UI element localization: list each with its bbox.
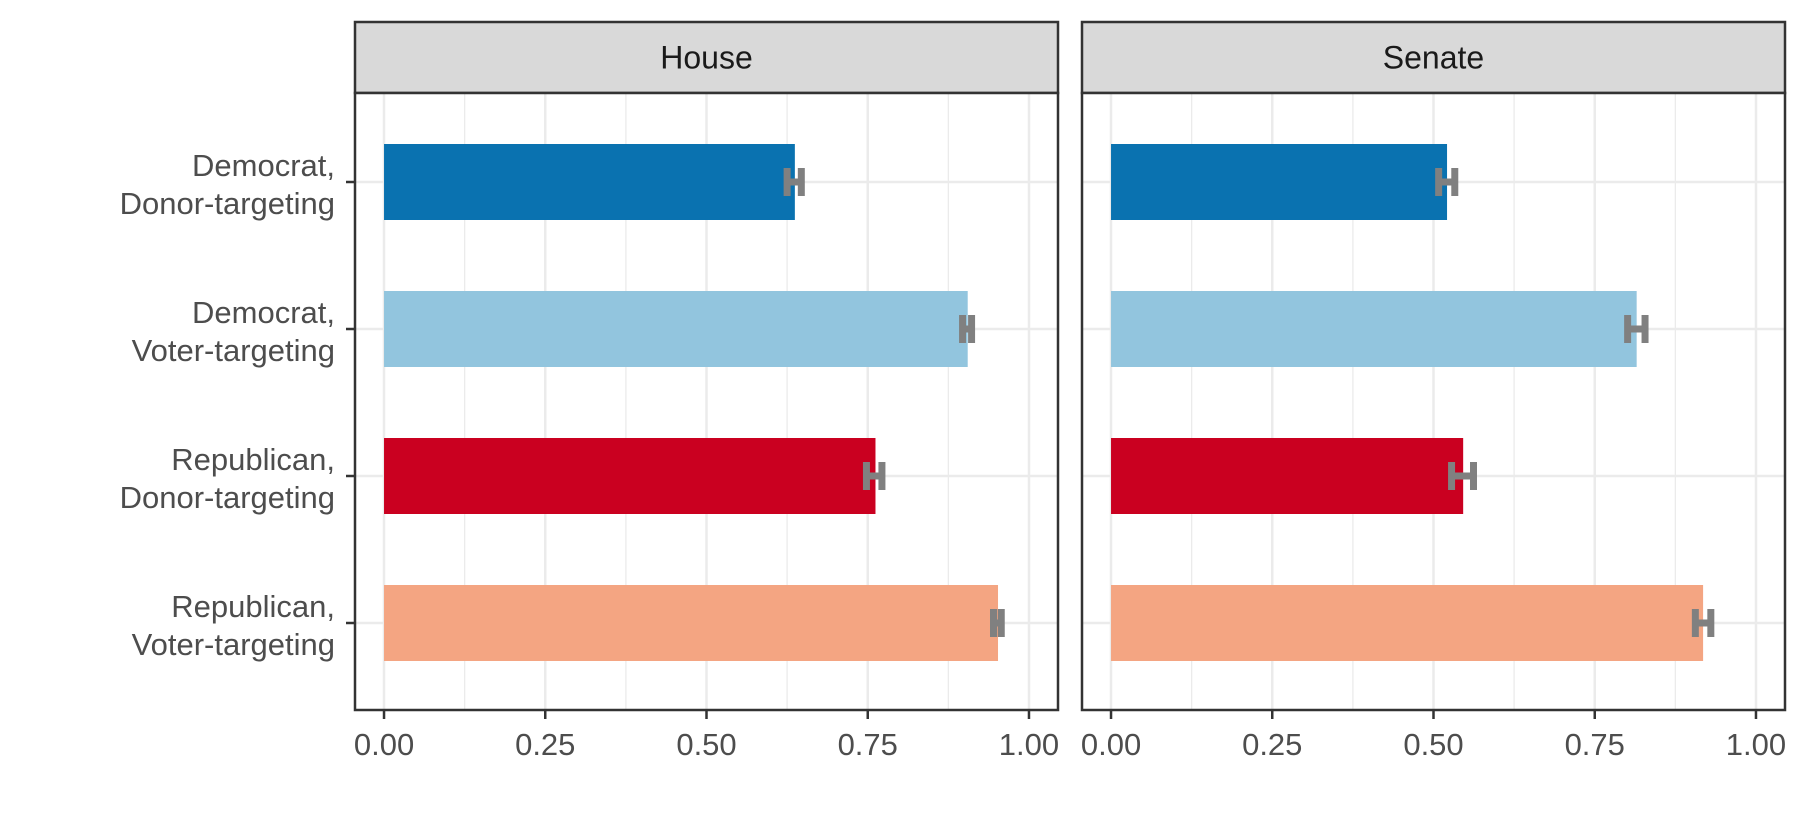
facet-title-house: House [660, 40, 753, 76]
bar-senate-4 [1111, 585, 1704, 661]
bar-senate-2 [1111, 291, 1637, 367]
y-tick-label-line: Voter-targeting [132, 627, 335, 662]
y-tick-label-1: Democrat, Donor-targeting [120, 148, 335, 221]
x-tick-label-senate: 1.00 [1726, 727, 1786, 762]
x-tick-label-house: 0.25 [515, 727, 575, 762]
bar-senate-3 [1111, 438, 1464, 514]
bar-house-2 [384, 291, 968, 367]
y-tick-label-line: Republican, [171, 589, 335, 624]
y-tick-label-line: Democrat, [192, 148, 335, 183]
bar-house-1 [384, 144, 795, 220]
bar-senate-1 [1111, 144, 1448, 220]
y-tick-label-4: Republican, Voter-targeting [132, 589, 335, 662]
y-tick-label-line: Donor-targeting [120, 186, 335, 221]
y-tick-label-3: Republican, Donor-targeting [120, 442, 335, 515]
x-tick-label-house: 0.00 [354, 727, 414, 762]
x-tick-label-house: 1.00 [999, 727, 1059, 762]
x-tick-label-senate: 0.75 [1565, 727, 1625, 762]
facet-title-senate: Senate [1383, 40, 1484, 76]
x-tick-label-senate: 0.50 [1403, 727, 1463, 762]
y-tick-label-line: Voter-targeting [132, 333, 335, 368]
facet-strip-house [353, 20, 1060, 95]
bar-house-3 [384, 438, 876, 514]
x-tick-label-senate: 0.25 [1242, 727, 1302, 762]
bar-house-4 [384, 585, 999, 661]
y-tick-label-2: Democrat, Voter-targeting [132, 295, 335, 368]
x-tick-label-senate: 0.00 [1081, 727, 1141, 762]
y-tick-label-line: Democrat, [192, 295, 335, 330]
x-tick-label-house: 0.75 [838, 727, 898, 762]
facet-strip-senate [1080, 20, 1787, 95]
y-tick-label-line: Republican, [171, 442, 335, 477]
x-tick-label-house: 0.50 [676, 727, 736, 762]
y-tick-label-line: Donor-targeting [120, 480, 335, 515]
